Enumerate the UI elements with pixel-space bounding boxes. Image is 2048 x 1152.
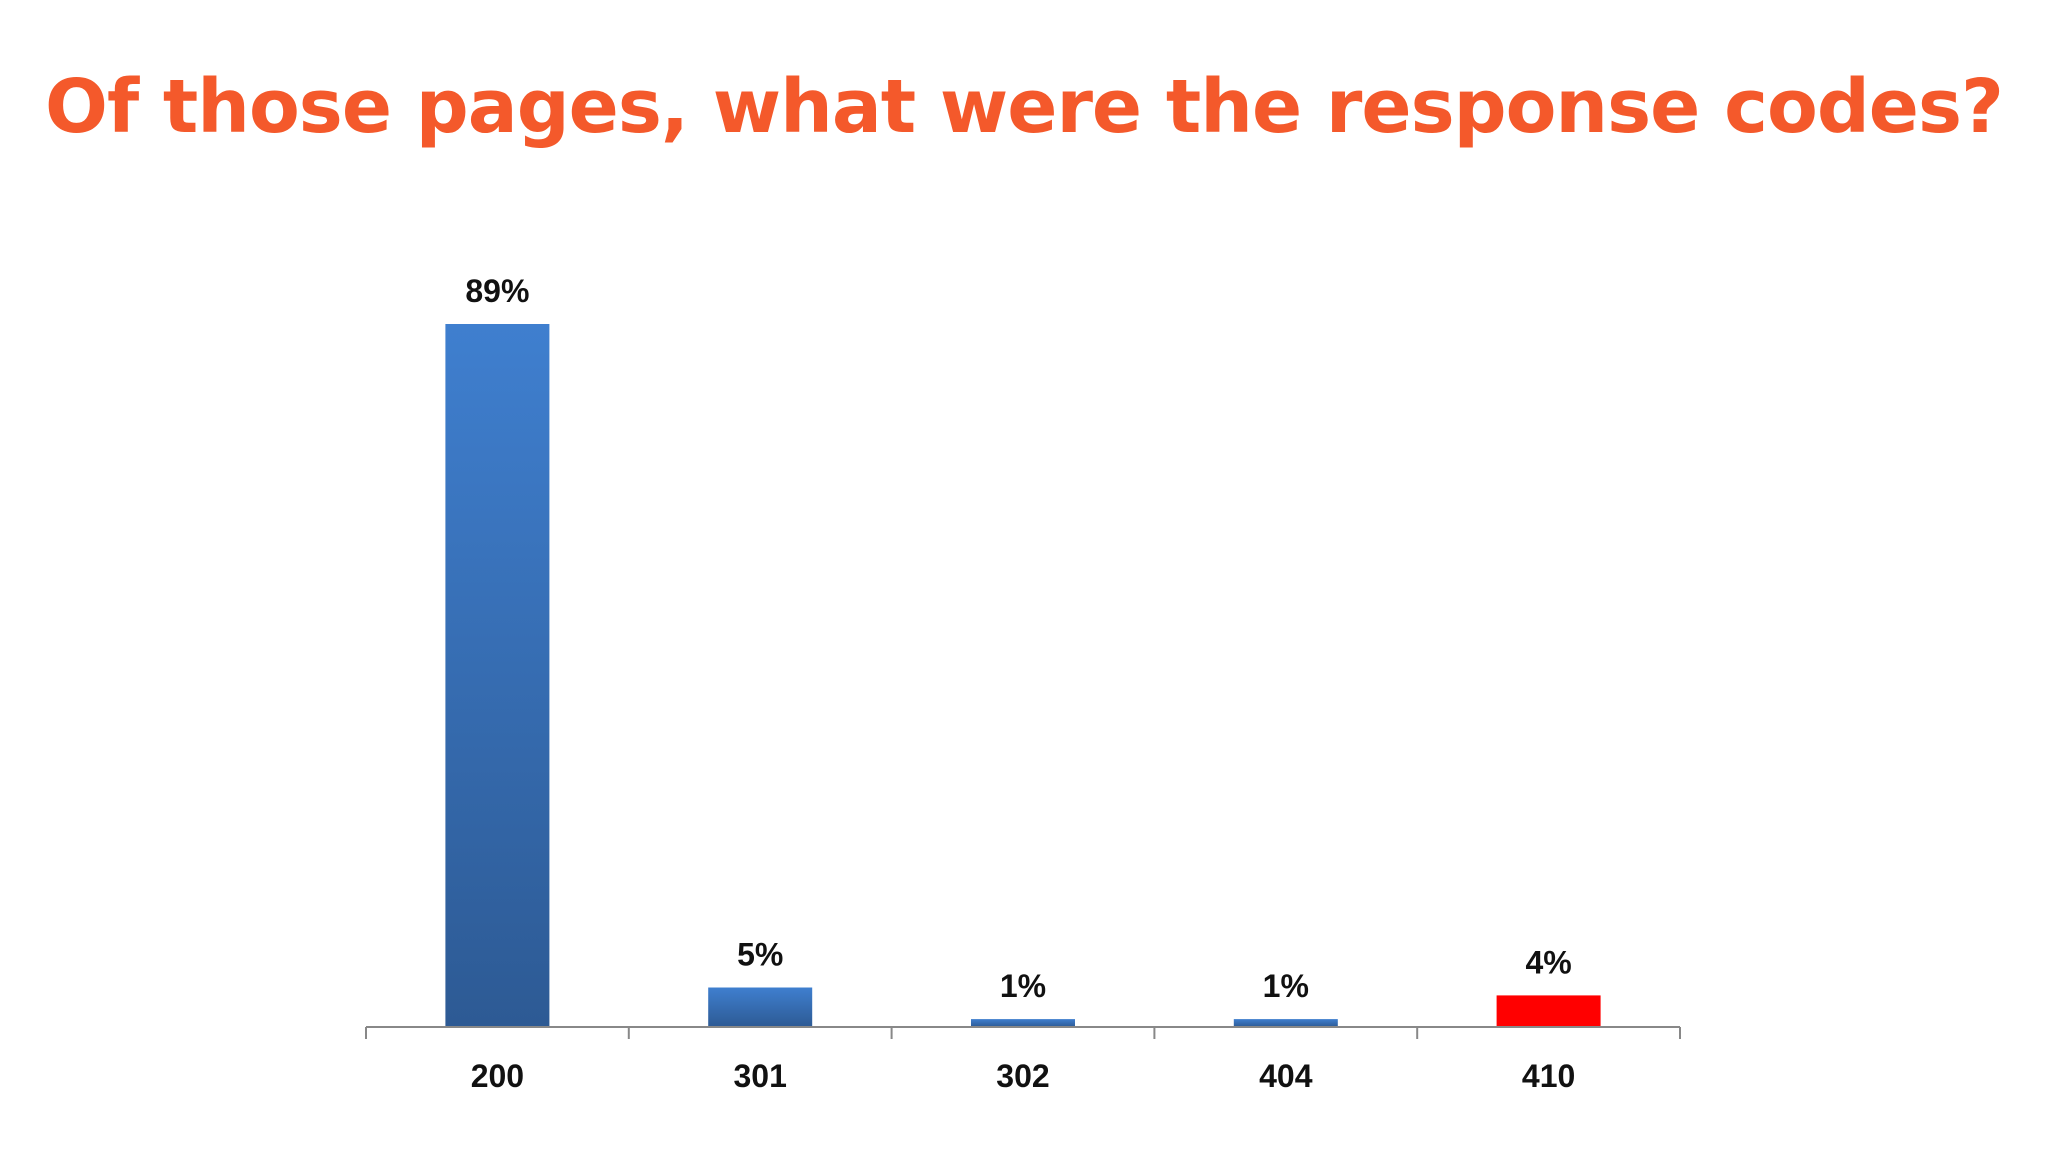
bar-301 xyxy=(708,987,813,1027)
bar-value-label-410: 4% xyxy=(1525,944,1571,980)
x-tick-label-200: 200 xyxy=(471,1058,524,1094)
x-tick-label-302: 302 xyxy=(996,1058,1049,1094)
bar-value-label-302: 1% xyxy=(1000,968,1046,1004)
bar-value-label-301: 5% xyxy=(737,937,783,973)
bar-200 xyxy=(445,324,550,1027)
slide-title: Of those pages, what were the response c… xyxy=(45,64,2004,150)
bar-value-label-200: 89% xyxy=(465,273,529,309)
bar-404 xyxy=(1233,1019,1338,1027)
labels: 89% 200 5% 301 1% 302 1% 404 4% 410 xyxy=(465,273,1575,1094)
x-tick-label-410: 410 xyxy=(1522,1058,1575,1094)
x-tick-label-301: 301 xyxy=(734,1058,787,1094)
bar-410 xyxy=(1496,995,1601,1027)
bar-value-label-404: 1% xyxy=(1263,968,1309,1004)
x-axis xyxy=(365,1026,1681,1039)
bar-302 xyxy=(971,1019,1075,1027)
x-tick-label-404: 404 xyxy=(1259,1058,1313,1094)
bars xyxy=(445,324,1601,1027)
